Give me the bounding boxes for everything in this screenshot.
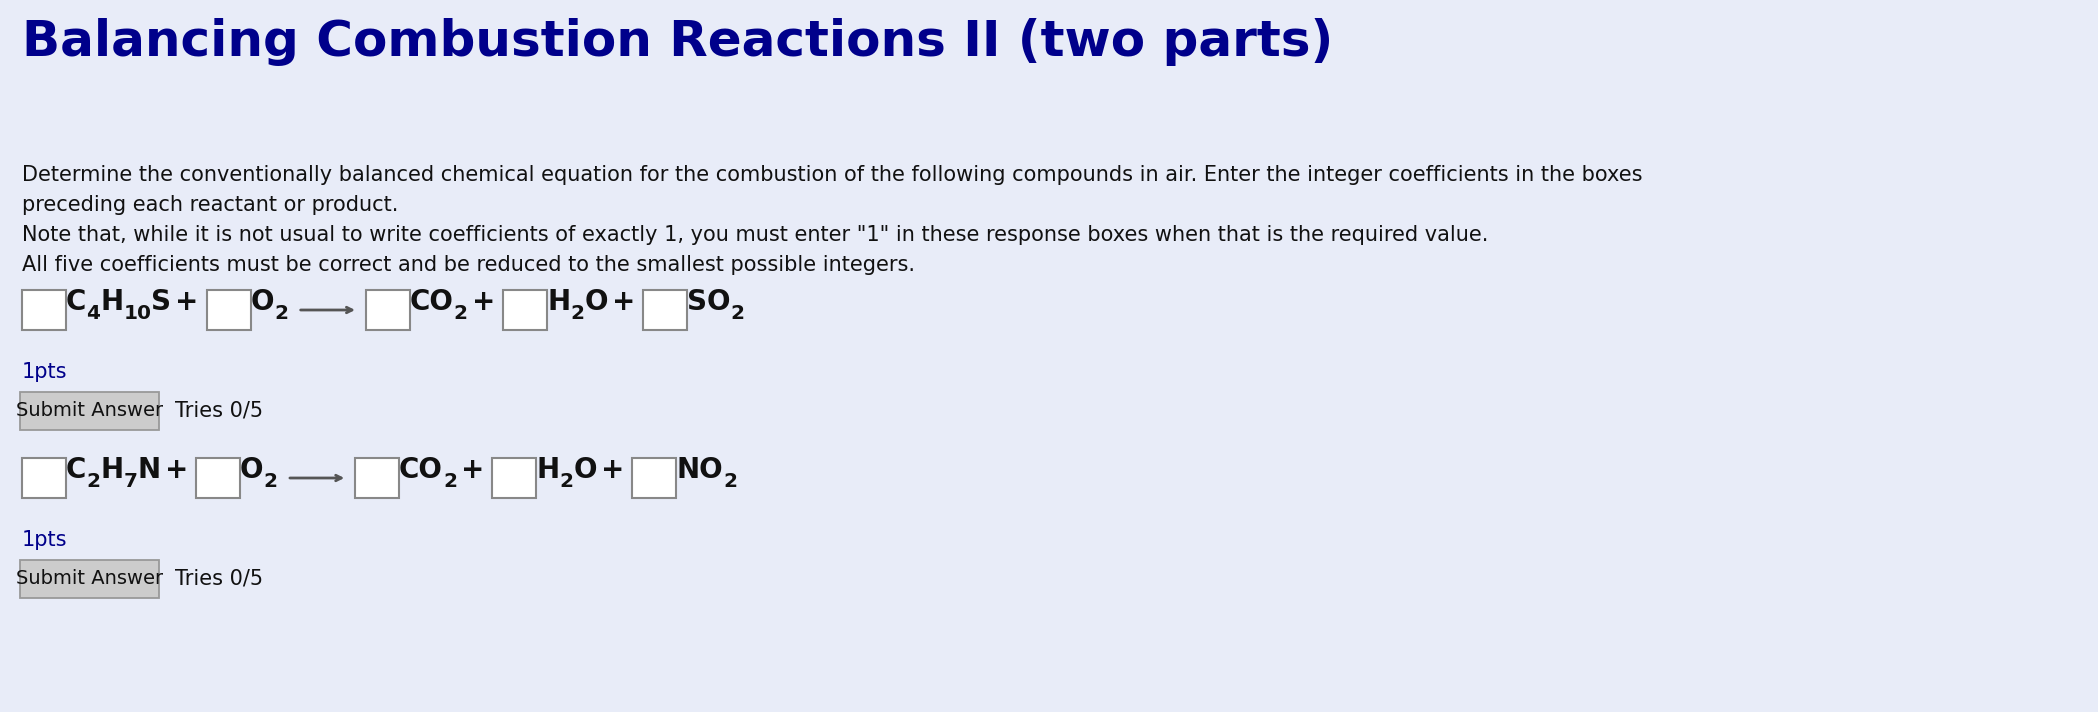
FancyBboxPatch shape — [21, 560, 159, 598]
FancyBboxPatch shape — [195, 458, 239, 498]
Text: 2: 2 — [453, 304, 468, 323]
Text: Submit Answer: Submit Answer — [17, 570, 164, 589]
Text: +: + — [613, 288, 636, 316]
Text: O: O — [583, 288, 608, 316]
Text: 2: 2 — [724, 472, 736, 491]
Text: O: O — [573, 456, 598, 484]
Text: +: + — [462, 456, 485, 484]
Text: +: + — [164, 456, 189, 484]
FancyBboxPatch shape — [365, 290, 409, 330]
Text: 2: 2 — [730, 304, 745, 323]
Text: C: C — [65, 288, 86, 316]
Text: S: S — [151, 288, 172, 316]
Text: 1pts: 1pts — [21, 530, 67, 550]
FancyBboxPatch shape — [644, 290, 688, 330]
Text: 2: 2 — [560, 472, 573, 491]
Text: O: O — [252, 288, 275, 316]
Text: preceding each reactant or product.: preceding each reactant or product. — [21, 195, 399, 215]
FancyBboxPatch shape — [208, 290, 252, 330]
Text: N: N — [138, 456, 162, 484]
FancyBboxPatch shape — [631, 458, 676, 498]
Text: Submit Answer: Submit Answer — [17, 402, 164, 421]
FancyBboxPatch shape — [21, 290, 65, 330]
Text: H: H — [101, 288, 124, 316]
Text: H: H — [548, 288, 571, 316]
Text: CO: CO — [399, 456, 443, 484]
FancyBboxPatch shape — [493, 458, 537, 498]
Text: SO: SO — [688, 288, 730, 316]
Text: 4: 4 — [86, 304, 101, 323]
Text: 2: 2 — [275, 304, 287, 323]
FancyBboxPatch shape — [21, 392, 159, 430]
Text: O: O — [239, 456, 264, 484]
Text: 10: 10 — [124, 304, 151, 323]
Text: NO: NO — [676, 456, 724, 484]
Text: All five coefficients must be correct and be reduced to the smallest possible in: All five coefficients must be correct an… — [21, 255, 915, 275]
Text: 1pts: 1pts — [21, 362, 67, 382]
Text: 2: 2 — [443, 472, 457, 491]
Text: 2: 2 — [86, 472, 101, 491]
Text: CO: CO — [409, 288, 453, 316]
Text: Note that, while it is not usual to write coefficients of exactly 1, you must en: Note that, while it is not usual to writ… — [21, 225, 1487, 245]
Text: Tries 0/5: Tries 0/5 — [174, 569, 262, 589]
FancyBboxPatch shape — [21, 458, 65, 498]
Text: C: C — [65, 456, 86, 484]
Text: Tries 0/5: Tries 0/5 — [174, 401, 262, 421]
Text: +: + — [176, 288, 199, 316]
Text: H: H — [101, 456, 124, 484]
FancyBboxPatch shape — [355, 458, 399, 498]
Text: Determine the conventionally balanced chemical equation for the combustion of th: Determine the conventionally balanced ch… — [21, 165, 1643, 185]
Text: 7: 7 — [124, 472, 138, 491]
Text: Balancing Combustion Reactions II (two parts): Balancing Combustion Reactions II (two p… — [21, 18, 1332, 66]
Text: 2: 2 — [571, 304, 583, 323]
Text: H: H — [537, 456, 560, 484]
Text: +: + — [600, 456, 625, 484]
Text: +: + — [472, 288, 495, 316]
Text: 2: 2 — [264, 472, 277, 491]
FancyBboxPatch shape — [504, 290, 548, 330]
